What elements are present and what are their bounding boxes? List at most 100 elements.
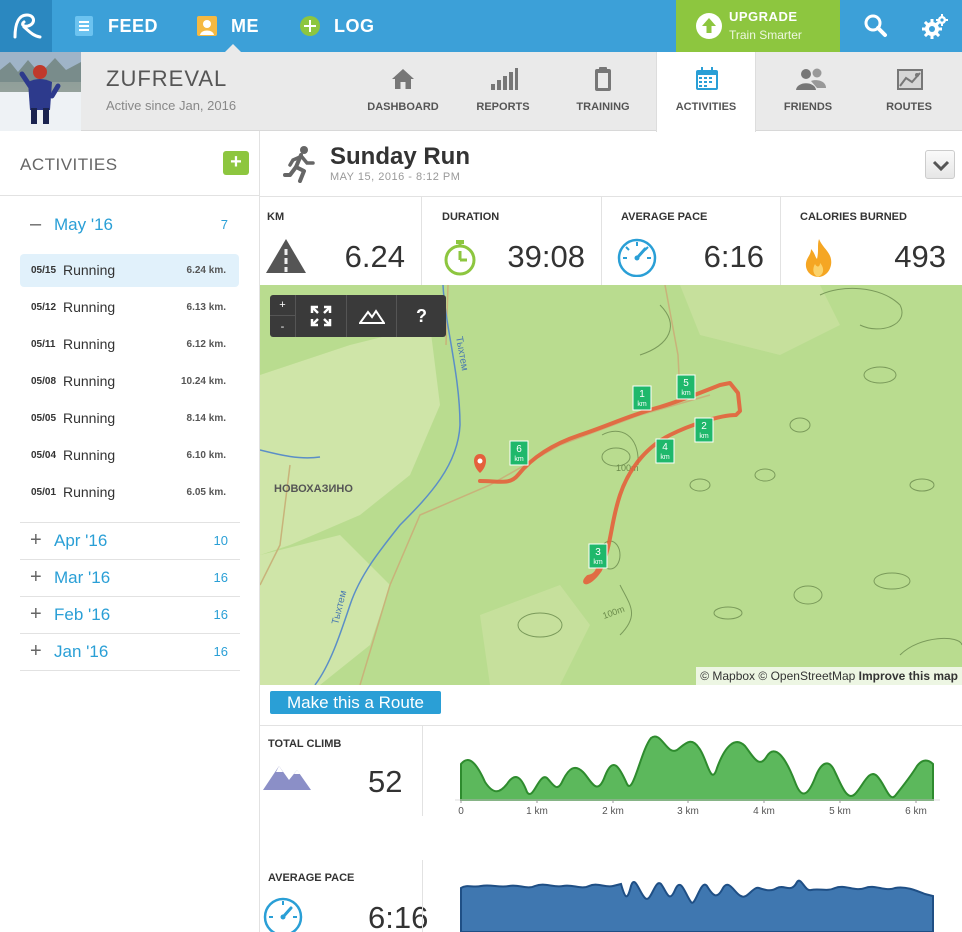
svg-text:3: 3 [595, 547, 601, 558]
mapbox-attribution-link[interactable]: © Mapbox [700, 669, 756, 683]
activity-distance: 6.12 km. [186, 339, 226, 350]
month-header-jan[interactable]: + Jan '16 16 [20, 640, 240, 676]
stat-label: CALORIES BURNED [800, 211, 907, 223]
x-tick: 0 [458, 806, 464, 817]
month-label: May '16 [54, 215, 113, 234]
activity-distance: 8.14 km. [186, 413, 226, 424]
elevation-chart[interactable]: 0 1 km 2 km 3 km 4 km 5 km 6 km [455, 732, 940, 822]
activity-distance: 6.10 km. [186, 450, 226, 461]
climb-value: 52 [368, 764, 403, 799]
km-marker[interactable]: 5 km [676, 374, 696, 400]
flame-icon [801, 237, 843, 279]
avatar[interactable] [0, 52, 81, 131]
divider [20, 670, 240, 671]
zoom-out-button[interactable]: - [270, 316, 296, 337]
activity-row[interactable]: 05/12 Running 6.13 km. [20, 291, 239, 324]
zoom-in-button[interactable]: + [270, 295, 296, 316]
make-route-button[interactable]: Make this a Route [270, 691, 441, 714]
activity-type: Running [63, 262, 116, 278]
km-marker[interactable]: 6 km [509, 440, 529, 466]
month-count: 16 [213, 607, 228, 622]
stat-average-pace: AVERAGE PACE 6:16 [602, 197, 781, 285]
add-activity-button[interactable]: + [223, 151, 249, 175]
pace-label: AVERAGE PACE [268, 872, 355, 884]
divider [0, 195, 259, 196]
map-canvas[interactable]: НОВОХАЗИНО Тыхтем Тыхтем 100m 100m 1 km [260, 285, 962, 685]
activity-row-selected[interactable]: 05/15 Running 6.24 km. [20, 254, 239, 287]
x-tick: 2 km [602, 806, 624, 817]
stopwatch-icon [440, 237, 482, 279]
tab-training[interactable]: TRAINING [553, 52, 653, 131]
km-marker[interactable]: 2 km [694, 417, 714, 443]
activity-date: 05/12 [31, 302, 57, 313]
activity-distance: 10.24 km. [180, 376, 226, 387]
km-marker[interactable]: 3 km [588, 543, 608, 569]
nav-log[interactable]: LOG [300, 0, 375, 52]
activity-row[interactable]: 05/01 Running 6.05 km. [20, 476, 239, 509]
divider [20, 559, 240, 560]
mountain-icon [358, 309, 385, 324]
tab-dashboard-label: DASHBOARD [367, 101, 439, 113]
tab-activities[interactable]: ACTIVITIES [656, 52, 756, 132]
improve-map-link[interactable]: Improve this map [858, 669, 958, 683]
active-nav-indicator [225, 44, 241, 52]
tab-routes[interactable]: ROUTES [859, 52, 959, 131]
nav-feed[interactable]: FEED [74, 0, 158, 52]
user-icon [197, 16, 217, 36]
month-header-apr[interactable]: + Apr '16 10 [20, 529, 240, 565]
river-label: Тыхтем [453, 336, 470, 372]
activity-row[interactable]: 05/11 Running 6.12 km. [20, 328, 239, 361]
tab-friends-label: FRIENDS [783, 101, 833, 113]
km-marker[interactable]: 1 km [632, 385, 652, 411]
fullscreen-button[interactable] [296, 295, 347, 337]
tab-friends[interactable]: FRIENDS [758, 52, 858, 131]
activity-row[interactable]: 05/08 Running 10.24 km. [20, 365, 239, 398]
osm-attribution-link[interactable]: © OpenStreetMap [758, 669, 856, 683]
x-tick: 3 km [677, 806, 699, 817]
upgrade-button[interactable]: UPGRADE Train Smarter [676, 0, 840, 52]
place-label: НОВОХАЗИНО [274, 483, 353, 495]
activity-type: Running [63, 447, 116, 463]
activity-options-dropdown[interactable] [925, 150, 955, 179]
activity-title[interactable]: Sunday Run [330, 143, 471, 170]
upgrade-subtitle: Train Smarter [729, 28, 802, 42]
map-controls: + - ? [270, 295, 446, 337]
settings-gear-icon[interactable] [920, 12, 948, 40]
runkeeper-logo[interactable] [0, 0, 52, 52]
speedometer-icon [616, 237, 658, 279]
home-icon [390, 66, 416, 92]
month-header-may[interactable]: – May '16 7 [20, 213, 240, 249]
month-label: Jan '16 [54, 642, 109, 661]
tab-dashboard[interactable]: DASHBOARD [353, 52, 453, 131]
tab-routes-label: ROUTES [886, 101, 932, 113]
svg-text:km: km [593, 559, 603, 566]
activity-type: Running [63, 410, 116, 426]
activity-distance: 6.24 km. [186, 265, 226, 276]
stats-row: KM 6.24 DURATION 39:08 AVERAGE PACE 6:16 [260, 196, 962, 285]
map-attribution: © Mapbox © OpenStreetMap Improve this ma… [696, 667, 962, 685]
tab-reports[interactable]: REPORTS [453, 52, 553, 131]
month-header-mar[interactable]: + Mar '16 16 [20, 566, 240, 602]
month-count: 7 [220, 217, 228, 232]
upgrade-arrow-icon [696, 13, 722, 39]
km-marker[interactable]: 4 km [655, 438, 675, 464]
clipboard-icon [590, 66, 616, 92]
search-icon[interactable] [862, 12, 890, 40]
month-header-feb[interactable]: + Feb '16 16 [20, 603, 240, 639]
nav-me[interactable]: ME [197, 0, 259, 52]
stat-label: AVERAGE PACE [621, 211, 708, 223]
terrain-toggle-button[interactable] [347, 295, 397, 337]
pace-chart[interactable] [455, 864, 940, 932]
stat-value: 6.24 [344, 239, 405, 274]
stat-duration: DURATION 39:08 [422, 197, 602, 285]
stat-value: 39:08 [507, 239, 585, 274]
divider [20, 633, 240, 634]
profile-bar: ZUFREVAL Active since Jan, 2016 DASHBOAR… [0, 52, 962, 132]
activity-row[interactable]: 05/04 Running 6.10 km. [20, 439, 239, 472]
route-map[interactable]: НОВОХАЗИНО Тыхтем Тыхтем 100m 100m 1 km [260, 285, 962, 685]
stat-calories: CALORIES BURNED 493 [781, 197, 962, 285]
activity-row[interactable]: 05/05 Running 8.14 km. [20, 402, 239, 435]
help-button[interactable]: ? [416, 305, 427, 326]
nav-log-label: LOG [334, 15, 375, 36]
start-pin-icon[interactable] [474, 454, 486, 473]
